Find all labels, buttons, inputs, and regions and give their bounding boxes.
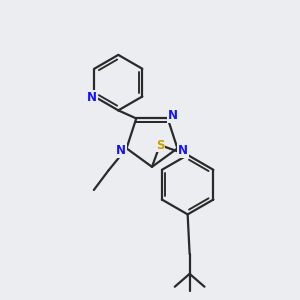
Text: S: S	[156, 139, 164, 152]
Text: N: N	[116, 144, 126, 157]
Text: N: N	[168, 109, 178, 122]
Text: N: N	[87, 91, 97, 104]
Text: N: N	[178, 144, 188, 157]
